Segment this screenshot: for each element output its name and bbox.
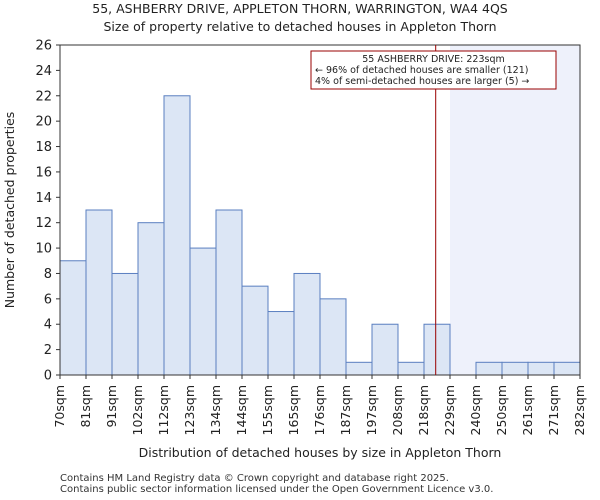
x-tick-label: 102sqm — [130, 385, 145, 435]
x-tick-label: 240sqm — [468, 385, 483, 435]
y-tick-label: 6 — [44, 292, 52, 307]
x-tick-label: 134sqm — [208, 385, 223, 435]
bar-261sqm — [527, 361, 555, 376]
y-tick-label: 0 — [44, 369, 52, 384]
bar-91sqm — [111, 272, 139, 376]
y-tick-label: 14 — [35, 191, 52, 206]
x-tick-label: 81sqm — [78, 385, 93, 428]
x-tick-label: 197sqm — [364, 385, 379, 435]
x-tick-label: 176sqm — [312, 385, 327, 435]
x-tick-label: 187sqm — [338, 385, 353, 435]
bar-240sqm — [475, 361, 503, 376]
x-tick-label: 208sqm — [390, 385, 405, 435]
annotation-box — [310, 50, 557, 90]
x-tick-label: 155sqm — [260, 385, 275, 435]
bar-218sqm — [423, 323, 451, 376]
x-tick-label: 261sqm — [520, 385, 535, 435]
y-tick-label: 20 — [35, 115, 52, 130]
y-tick-label: 4 — [44, 318, 52, 333]
bar-197sqm — [371, 323, 399, 376]
bar-70sqm — [59, 260, 87, 376]
bar-123sqm — [189, 247, 217, 376]
bar-176sqm — [319, 298, 347, 376]
y-tick-label: 26 — [35, 39, 52, 54]
x-tick-label: 70sqm — [52, 385, 67, 428]
y-tick-label: 8 — [44, 267, 52, 282]
chart-title: 55, ASHBERRY DRIVE, APPLETON THORN, WARR… — [92, 1, 508, 16]
footer-copyright: Contains HM Land Registry data © Crown c… — [60, 473, 449, 484]
bar-144sqm — [241, 285, 269, 376]
y-tick-label: 18 — [35, 140, 52, 155]
annotation-smaller: ← 96% of detached houses are smaller (12… — [315, 65, 528, 76]
bar-165sqm — [293, 272, 321, 376]
y-tick-label: 10 — [35, 242, 52, 257]
bar-134sqm — [215, 209, 243, 376]
x-tick-label: 112sqm — [156, 385, 171, 435]
y-tick-label: 12 — [35, 216, 52, 231]
y-tick-label: 2 — [44, 343, 52, 358]
highlight-region — [450, 45, 580, 375]
bar-250sqm — [501, 361, 529, 376]
x-tick-label: 250sqm — [494, 385, 509, 435]
x-tick-label: 218sqm — [416, 385, 431, 435]
annotation-title: 55 ASHBERRY DRIVE: 223sqm — [362, 54, 505, 65]
y-tick-label: 16 — [35, 165, 52, 180]
x-tick-label: 229sqm — [442, 385, 457, 435]
bar-112sqm — [163, 95, 191, 376]
x-tick-label: 123sqm — [182, 385, 197, 435]
x-tick-label: 91sqm — [104, 385, 119, 428]
footer-licence: Contains public sector information licen… — [60, 484, 494, 495]
x-tick-label: 282sqm — [572, 385, 587, 435]
bar-271sqm — [553, 361, 581, 376]
y-axis-label: Number of detached properties — [2, 112, 17, 309]
bar-187sqm — [345, 361, 373, 376]
x-tick-label: 144sqm — [234, 385, 249, 435]
bar-81sqm — [85, 209, 113, 376]
x-tick-label: 165sqm — [286, 385, 301, 435]
bar-102sqm — [137, 222, 165, 376]
bar-155sqm — [267, 311, 295, 376]
x-tick-label: 271sqm — [546, 385, 561, 435]
x-axis-label: Distribution of detached houses by size … — [139, 445, 502, 460]
bar-208sqm — [397, 361, 425, 376]
y-tick-label: 22 — [35, 89, 52, 104]
annotation-larger: 4% of semi-detached houses are larger (5… — [315, 76, 529, 87]
y-tick-label: 24 — [35, 64, 52, 79]
chart-subtitle: Size of property relative to detached ho… — [103, 19, 497, 34]
